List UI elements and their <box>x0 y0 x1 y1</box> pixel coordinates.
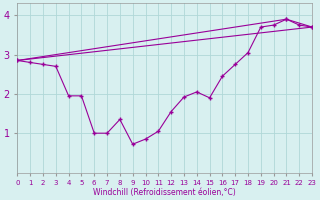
X-axis label: Windchill (Refroidissement éolien,°C): Windchill (Refroidissement éolien,°C) <box>93 188 236 197</box>
